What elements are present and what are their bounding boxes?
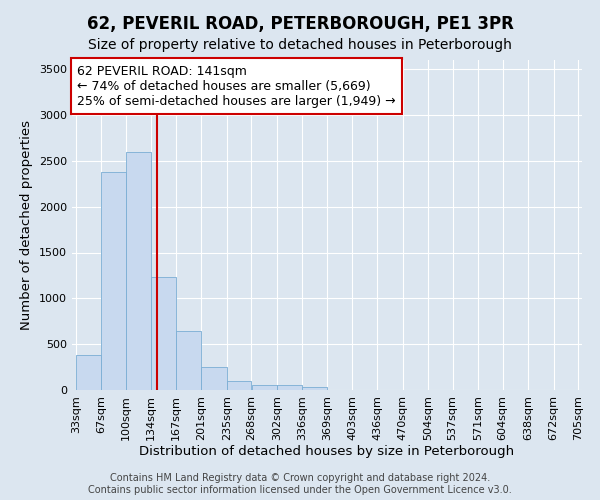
Text: 62 PEVERIL ROAD: 141sqm
← 74% of detached houses are smaller (5,669)
25% of semi: 62 PEVERIL ROAD: 141sqm ← 74% of detache… xyxy=(77,64,396,108)
Bar xyxy=(251,384,277,390)
Bar xyxy=(227,381,251,390)
Bar xyxy=(126,152,151,390)
Bar xyxy=(101,172,126,390)
Bar xyxy=(202,367,227,390)
Y-axis label: Number of detached properties: Number of detached properties xyxy=(20,120,34,330)
Bar xyxy=(302,387,327,390)
Text: Contains HM Land Registry data © Crown copyright and database right 2024.
Contai: Contains HM Land Registry data © Crown c… xyxy=(88,474,512,495)
Text: Size of property relative to detached houses in Peterborough: Size of property relative to detached ho… xyxy=(88,38,512,52)
Text: 62, PEVERIL ROAD, PETERBOROUGH, PE1 3PR: 62, PEVERIL ROAD, PETERBOROUGH, PE1 3PR xyxy=(86,15,514,33)
Bar xyxy=(176,332,201,390)
Bar xyxy=(151,277,176,390)
Bar xyxy=(76,355,101,390)
X-axis label: Distribution of detached houses by size in Peterborough: Distribution of detached houses by size … xyxy=(139,446,515,458)
Bar xyxy=(277,386,302,390)
